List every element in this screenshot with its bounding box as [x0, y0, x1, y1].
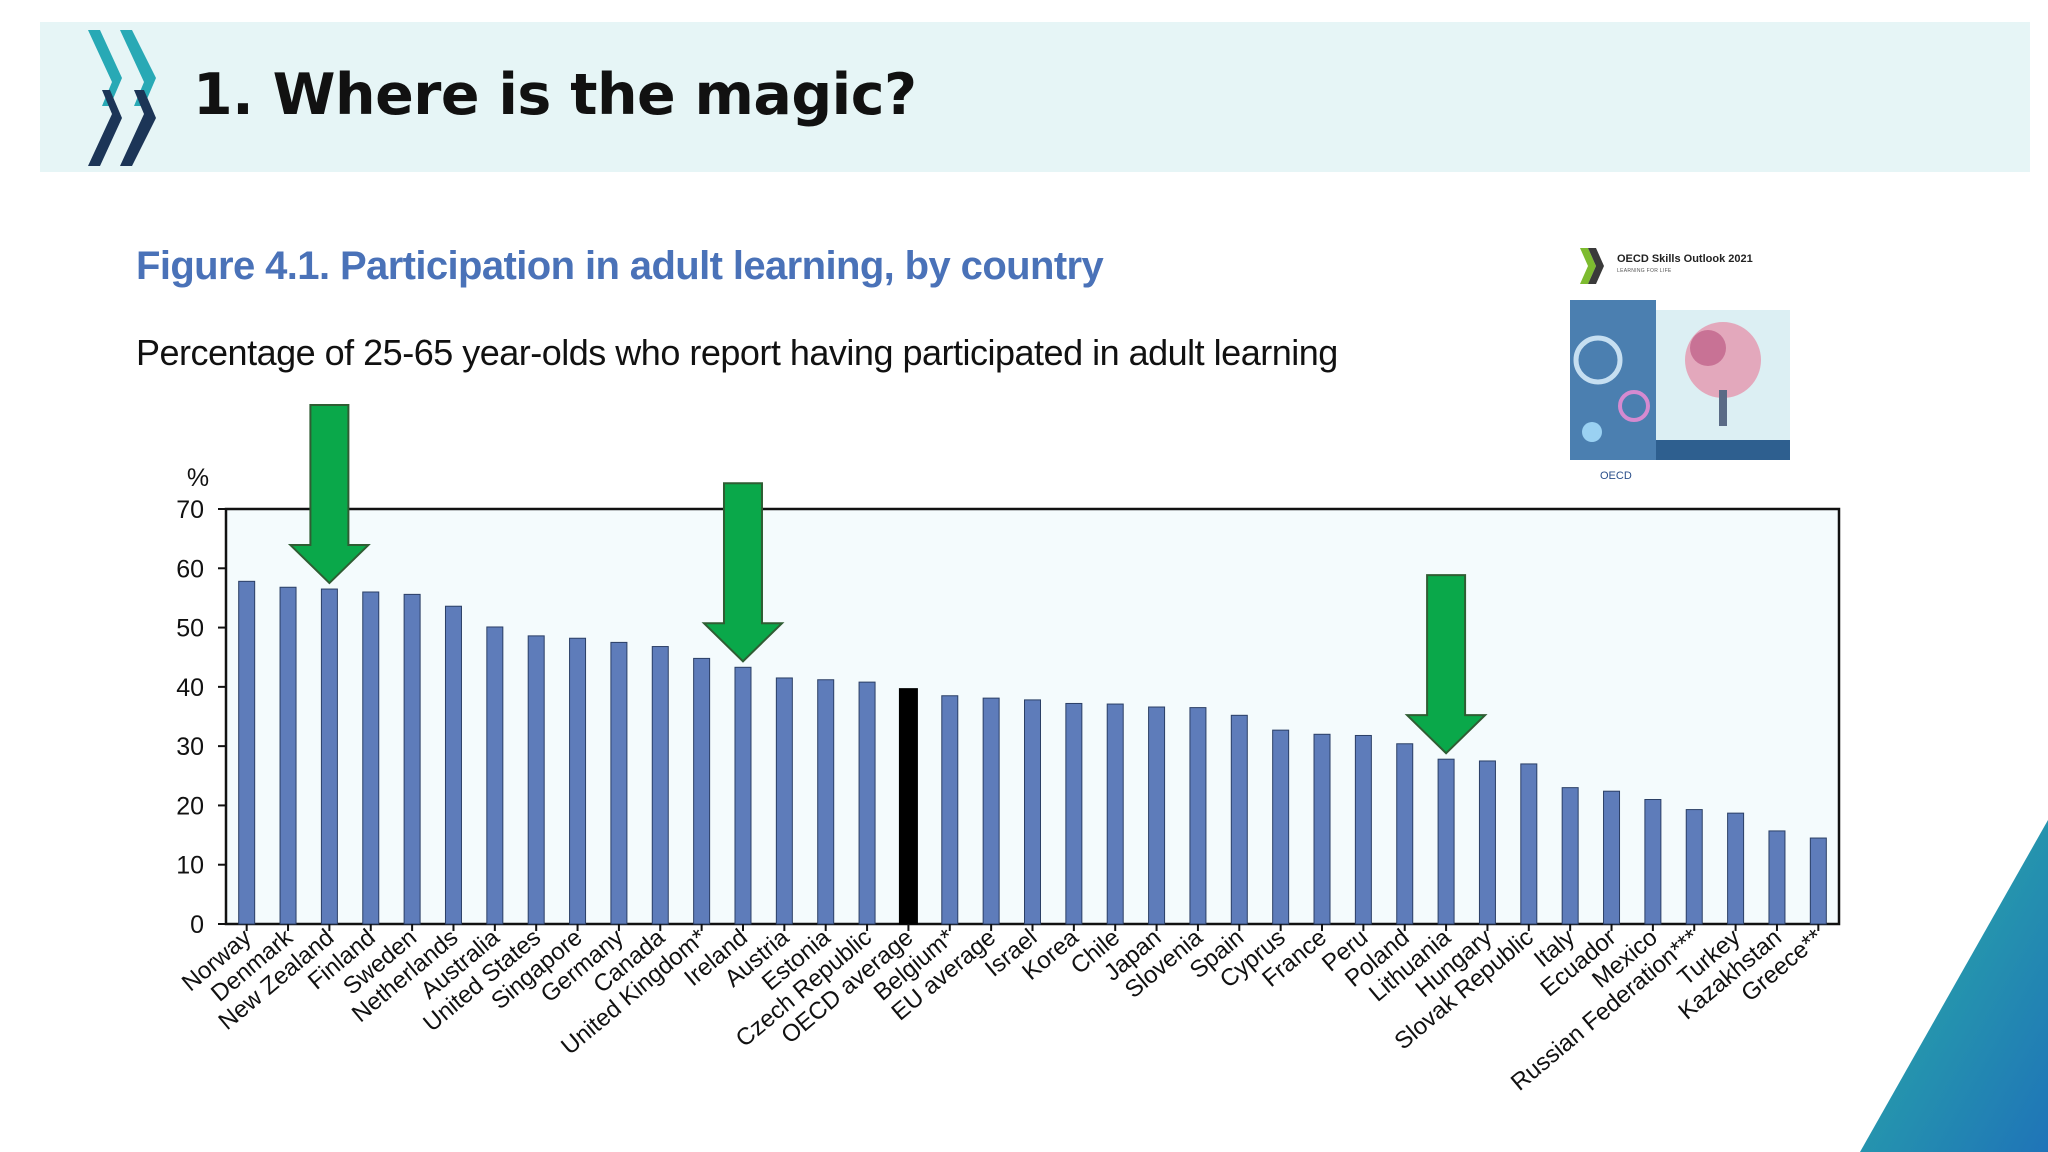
- cover-circle: [1573, 335, 1623, 385]
- logo-chevron-navy-1: [88, 90, 122, 166]
- bar: [1520, 763, 1538, 925]
- y-tick-label: 50: [176, 615, 204, 643]
- logo-chevron-teal-1: [88, 30, 122, 106]
- y-tick-label: 0: [190, 911, 204, 939]
- bar: [1272, 729, 1290, 925]
- bar: [1561, 787, 1579, 925]
- bar: [651, 646, 669, 925]
- bar: [1644, 799, 1662, 925]
- y-tick-label: 40: [176, 674, 204, 702]
- bar: [362, 591, 380, 925]
- slide-title: 1. Where is the magic?: [193, 62, 917, 128]
- corner-decoration: [1860, 820, 2048, 1152]
- bar: [1478, 760, 1496, 925]
- bar: [1189, 707, 1207, 925]
- cover-tree-trunk: [1719, 390, 1727, 426]
- logo-chevron-navy-2: [120, 90, 156, 166]
- bar: [569, 637, 587, 925]
- y-tick-label: 60: [176, 555, 204, 583]
- bar: [1230, 714, 1248, 925]
- cover-publisher: OECD: [1600, 470, 1632, 482]
- bar: [1106, 703, 1124, 925]
- bar: [238, 580, 256, 925]
- bar: [817, 679, 835, 925]
- bar: [1809, 837, 1827, 925]
- cover-bottom-strip: [1656, 440, 1790, 460]
- header-band: [40, 22, 2030, 172]
- bar: [610, 641, 628, 925]
- bar: [858, 681, 876, 925]
- bar: [486, 626, 504, 925]
- bar: [1354, 734, 1372, 925]
- down-arrow-icon: [701, 482, 785, 663]
- oecd-chevron-logo: [88, 30, 156, 166]
- cover-tree-canopy: [1690, 330, 1726, 366]
- bar: [1065, 702, 1083, 925]
- down-arrow-icon: [287, 404, 371, 585]
- bar: [320, 588, 338, 925]
- cover-logo-chevron-dark: [1588, 248, 1604, 284]
- bar: [1148, 706, 1166, 925]
- bar: [1685, 809, 1703, 925]
- corner-triangle: [1860, 820, 2048, 1152]
- y-tick-label: 70: [176, 496, 204, 524]
- report-cover-thumbnail: [1570, 248, 1790, 460]
- y-axis-label: %: [187, 464, 209, 492]
- bar: [1313, 733, 1331, 925]
- figure-title: Figure 4.1. Participation in adult learn…: [136, 244, 1104, 288]
- bar: [527, 635, 545, 925]
- down-arrow-icon: [1404, 574, 1488, 755]
- bar: [1396, 743, 1414, 925]
- logo-chevron-teal-2: [120, 30, 156, 106]
- bar: [1768, 830, 1786, 925]
- figure-subtitle: Percentage of 25-65 year-olds who report…: [136, 332, 1338, 373]
- bar: [693, 657, 711, 925]
- bar: [734, 666, 752, 925]
- bar: [1727, 812, 1745, 925]
- bar: [279, 586, 297, 925]
- bar: [982, 697, 1000, 925]
- y-tick-label: 10: [176, 852, 204, 880]
- y-tick-label: 20: [176, 792, 204, 820]
- cover-tagline: LEARNING FOR LIFE: [1617, 268, 1672, 274]
- bar: [403, 593, 421, 925]
- bar: [775, 677, 793, 925]
- bar: [1437, 758, 1455, 925]
- bar: [1024, 699, 1041, 925]
- cover-circle: [1618, 390, 1650, 422]
- cover-circle: [1582, 422, 1602, 442]
- bar-highlighted: [898, 688, 918, 925]
- bar: [444, 605, 462, 925]
- bar: [941, 695, 959, 925]
- bar: [1603, 790, 1621, 925]
- cover-title: OECD Skills Outlook 2021: [1617, 253, 1753, 265]
- y-tick-label: 30: [176, 733, 204, 761]
